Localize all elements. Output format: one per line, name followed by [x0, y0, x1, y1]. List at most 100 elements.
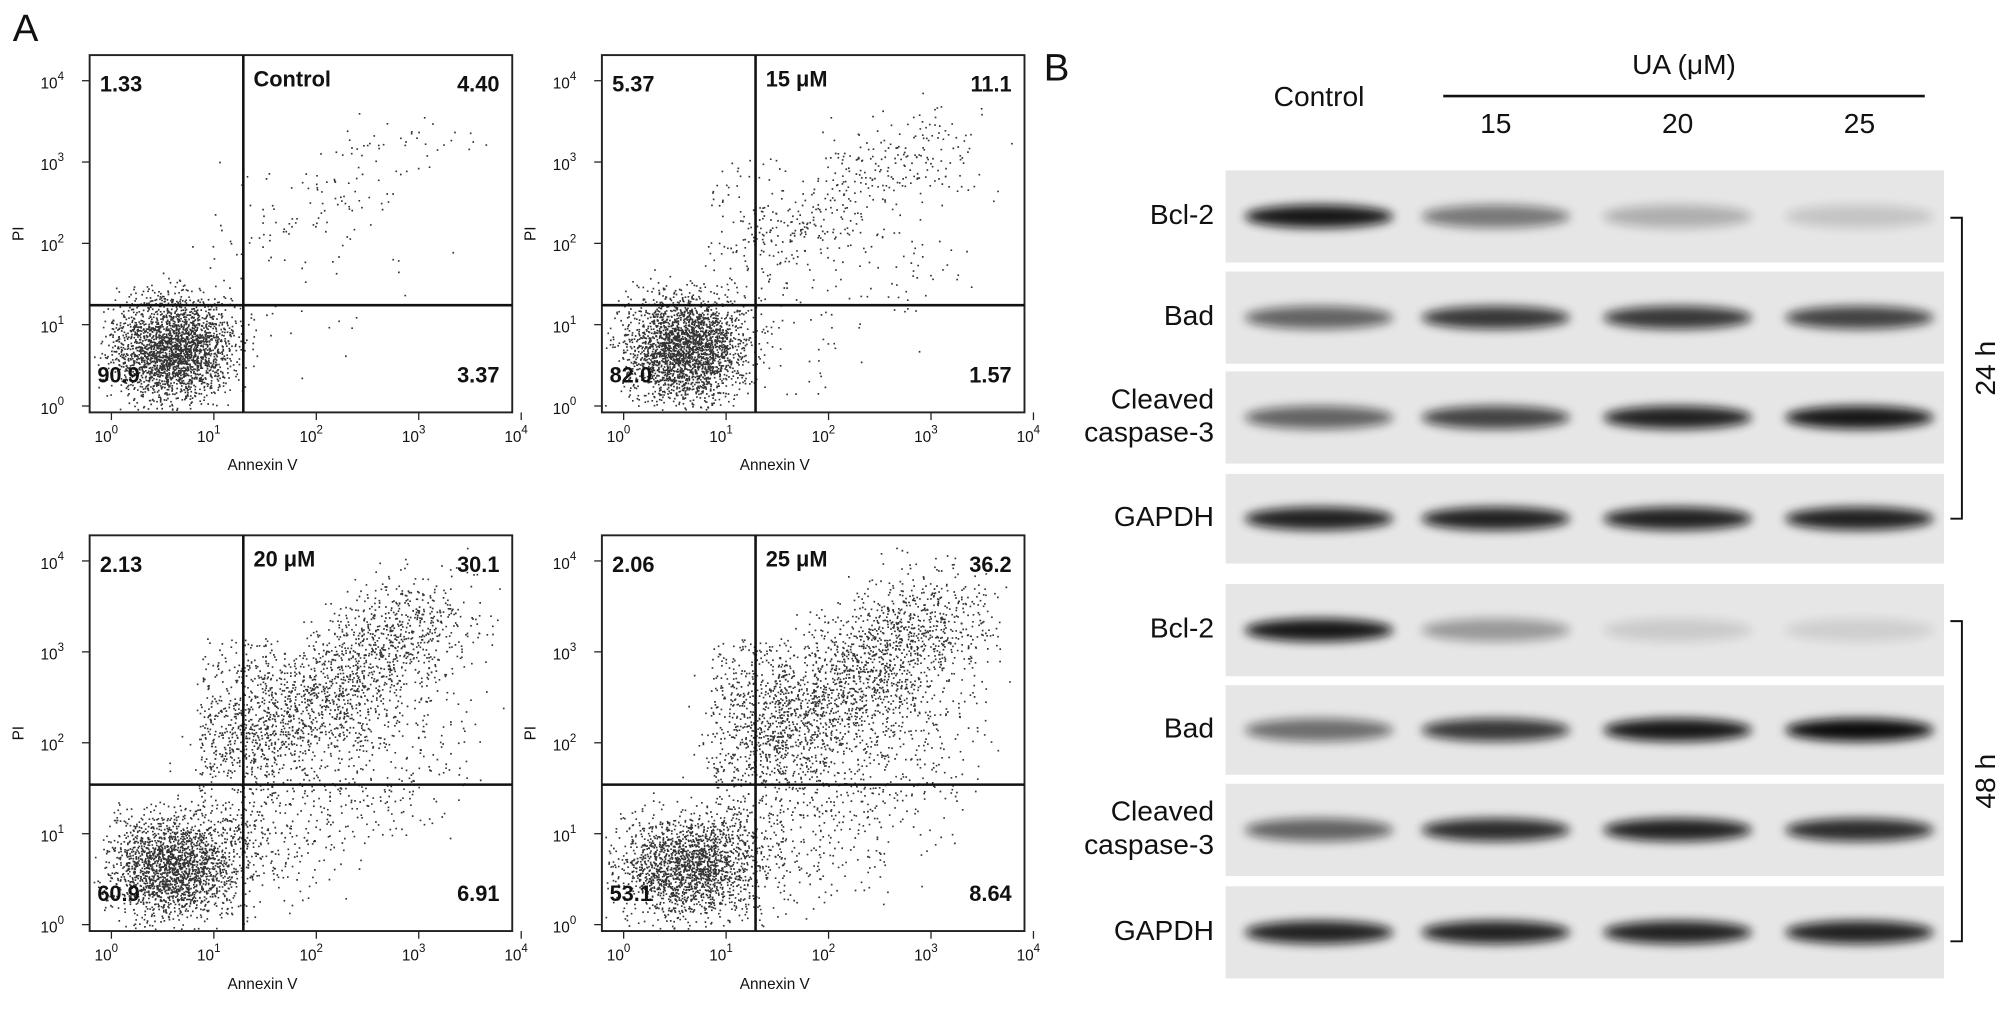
tick-exponent: 4 [521, 424, 528, 436]
blot-band [1785, 718, 1934, 742]
x-tick-label: 101 [709, 424, 733, 446]
tick-exponent: 2 [570, 234, 576, 246]
bracket [1950, 216, 1963, 520]
tick-base: 10 [41, 238, 58, 255]
x-axis-label: Annexin V [228, 976, 299, 993]
blot-band [1421, 920, 1571, 944]
y-tick-label: 102 [553, 733, 577, 755]
x-tick-label: 104 [1017, 943, 1041, 965]
blot-band [1603, 718, 1752, 742]
bracket [1950, 620, 1963, 943]
tick-base: 10 [299, 948, 316, 965]
tick-base: 10 [553, 738, 570, 755]
quadrant-value: 30.1 [457, 552, 499, 577]
tick-base: 10 [299, 429, 316, 446]
tick-exponent: 3 [931, 943, 937, 955]
plot-title: 15 μM [766, 66, 828, 91]
quadrant-value: 2.13 [100, 552, 142, 577]
tick-base: 10 [914, 948, 931, 965]
tick-base: 10 [812, 429, 829, 446]
tick-base: 10 [41, 157, 58, 174]
y-tick-label: 103 [41, 152, 65, 174]
plot-frame [600, 534, 1026, 933]
y-axis-label: PI [523, 726, 540, 741]
tick-base: 10 [553, 76, 570, 93]
x-tick-label: 103 [914, 943, 937, 965]
x-tick-label: 102 [299, 943, 323, 965]
tick-exponent: 2 [829, 943, 835, 955]
tick-exponent: 4 [1034, 943, 1041, 955]
tick-base: 10 [553, 157, 570, 174]
blot-band [1244, 618, 1394, 642]
y-tick-label: 102 [41, 733, 65, 755]
y-tick-label: 101 [553, 824, 577, 846]
tick-base: 10 [402, 948, 419, 965]
tick-exponent: 1 [214, 943, 220, 955]
tick-exponent: 4 [570, 551, 577, 563]
blot-band [1785, 920, 1934, 944]
y-tick-label: 100 [553, 396, 577, 418]
quadrant-value: 6.91 [457, 881, 499, 906]
tick-base: 10 [41, 556, 58, 573]
x-tick-label: 102 [812, 424, 836, 446]
x-tick-label: 100 [95, 424, 118, 446]
tick-exponent: 0 [112, 424, 118, 436]
tick-exponent: 2 [829, 424, 835, 436]
row-label: caspase-3 [1084, 416, 1214, 448]
lane-label: 20 [1662, 107, 1693, 139]
tick-base: 10 [607, 429, 624, 446]
blot-band [1421, 204, 1571, 228]
blot-band [1244, 204, 1394, 228]
tick-exponent: 2 [317, 424, 323, 436]
quadrant-value: 5.37 [612, 72, 654, 97]
tick-exponent: 2 [570, 733, 576, 745]
quadrant-value: 8.64 [969, 881, 1011, 906]
tick-exponent: 3 [58, 152, 64, 164]
tick-base: 10 [553, 401, 570, 418]
tick-base: 10 [553, 556, 570, 573]
y-tick-label: 101 [41, 315, 65, 337]
tick-exponent: 3 [570, 152, 576, 164]
blot-band [1603, 618, 1752, 642]
tick-base: 10 [812, 948, 829, 965]
row-label: caspase-3 [1084, 828, 1214, 860]
x-tick-label: 101 [197, 424, 220, 446]
blot-band [1785, 507, 1934, 531]
tick-base: 10 [95, 948, 112, 965]
tick-base: 10 [1017, 948, 1034, 965]
tick-exponent: 3 [931, 424, 937, 436]
tick-base: 10 [553, 829, 570, 846]
x-tick-label: 102 [812, 943, 836, 965]
blot-band [1244, 507, 1394, 531]
tick-exponent: 4 [58, 71, 65, 83]
tick-base: 10 [504, 429, 521, 446]
tick-exponent: 1 [570, 315, 576, 327]
y-tick-label: 104 [553, 551, 577, 573]
tick-base: 10 [41, 829, 58, 846]
x-tick-label: 104 [504, 424, 528, 446]
blot-band [1421, 618, 1571, 642]
y-tick-label: 100 [41, 396, 65, 418]
blot-band [1785, 306, 1934, 330]
plot-title: 20 μM [254, 547, 316, 572]
tick-exponent: 0 [570, 396, 576, 408]
lane-label: 25 [1844, 107, 1875, 139]
tick-exponent: 3 [419, 943, 425, 955]
tick-base: 10 [553, 238, 570, 255]
quadrant-value: 1.33 [100, 72, 142, 97]
plot-title: 25 μM [766, 547, 828, 572]
blot-band [1244, 718, 1394, 742]
tick-base: 10 [914, 429, 931, 446]
flow-plot: 5.37 15 μM 11.182.0 1.571001001011011021021… [523, 54, 1041, 474]
tick-base: 10 [504, 948, 521, 965]
blot-band [1785, 818, 1934, 842]
panel-label: B [1044, 47, 1070, 90]
tick-exponent: 3 [419, 424, 425, 436]
blot-band [1603, 818, 1752, 842]
y-tick-label: 101 [41, 824, 65, 846]
x-tick-label: 101 [197, 943, 220, 965]
y-tick-label: 100 [41, 915, 65, 937]
tick-base: 10 [41, 76, 58, 93]
